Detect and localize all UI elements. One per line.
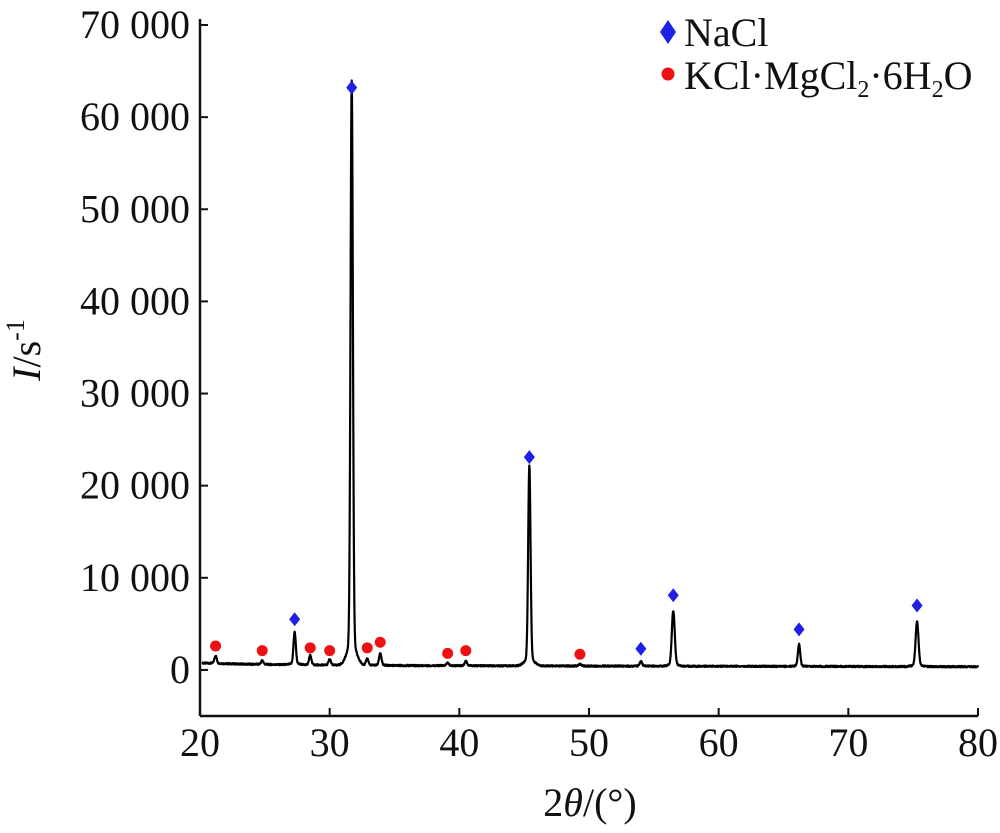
x-axis-title: 2θ/(°): [543, 780, 636, 825]
y-tick-label: 60 000: [80, 94, 190, 139]
nacl-peak-marker: [635, 641, 647, 656]
legend: NaCl KCl·MgCl2·6H2O: [660, 10, 972, 103]
legend-nacl-diamond-icon: [660, 20, 676, 44]
legend-kcl-part-2: ·6H: [869, 53, 931, 98]
kcl-mgcl2-peak-marker: [361, 642, 373, 654]
x-tick-label: 40: [439, 720, 479, 765]
nacl-peak-marker: [523, 450, 535, 465]
nacl-peak-marker: [667, 588, 679, 603]
x-axis-ticks: 20 30 40 50 60 70 80: [180, 708, 998, 765]
y-axis-title-italic: I: [4, 366, 49, 382]
x-tick-label: 60: [699, 720, 739, 765]
kcl-mgcl2-peak-marker: [304, 642, 316, 654]
phase-markers: [210, 80, 923, 660]
x-axis-title-italic: θ: [563, 780, 583, 825]
x-tick-label: 70: [828, 720, 868, 765]
legend-kcl-circle-icon: [661, 67, 675, 81]
kcl-mgcl2-peak-marker: [574, 648, 586, 660]
legend-kcl-part-3: O: [944, 53, 973, 98]
legend-kcl-part-1: KCl·MgCl: [684, 53, 857, 98]
y-tick-label: 30 000: [80, 371, 190, 416]
kcl-mgcl2-peak-marker: [210, 640, 222, 652]
nacl-peak-marker: [793, 622, 805, 637]
axes: [198, 19, 978, 718]
y-axis-title-rest: /s: [4, 341, 49, 368]
x-tick-label: 20: [180, 720, 220, 765]
x-tick-label: 30: [310, 720, 350, 765]
y-tick-label: 70 000: [80, 2, 190, 47]
y-tick-label: 50 000: [80, 186, 190, 231]
legend-kcl-sub-1: 2: [857, 77, 869, 103]
nacl-peak-marker: [911, 598, 923, 613]
legend-nacl-label: NaCl: [684, 10, 768, 55]
kcl-mgcl2-peak-marker: [374, 636, 386, 648]
plot-area: [201, 79, 980, 669]
y-axis-ticks: 0 10 000 20 000 30 000 40 000 50 000 60 000 70 …: [80, 2, 208, 692]
x-axis-title-main: 2: [543, 780, 563, 825]
y-tick-label: 0: [170, 647, 190, 692]
nacl-peak-marker: [346, 80, 358, 95]
x-tick-label: 80: [958, 720, 998, 765]
x-tick-label: 50: [569, 720, 609, 765]
y-axis-title: I/s-1: [1, 319, 49, 382]
y-tick-label: 40 000: [80, 278, 190, 323]
nacl-peak-marker: [289, 612, 301, 627]
y-axis-title-sup: -1: [1, 319, 30, 341]
legend-kcl-sub-2: 2: [932, 77, 944, 103]
kcl-mgcl2-peak-marker: [256, 645, 268, 657]
y-tick-label: 20 000: [80, 463, 190, 508]
kcl-mgcl2-peak-marker: [324, 645, 336, 657]
y-tick-label: 10 000: [80, 555, 190, 600]
kcl-mgcl2-peak-marker: [460, 645, 472, 657]
legend-kcl-label: KCl·MgCl2·6H2O: [684, 53, 972, 103]
kcl-mgcl2-peak-marker: [442, 647, 454, 659]
x-axis-title-rest: /(°): [583, 780, 637, 825]
xrd-pattern-line: [201, 79, 980, 669]
